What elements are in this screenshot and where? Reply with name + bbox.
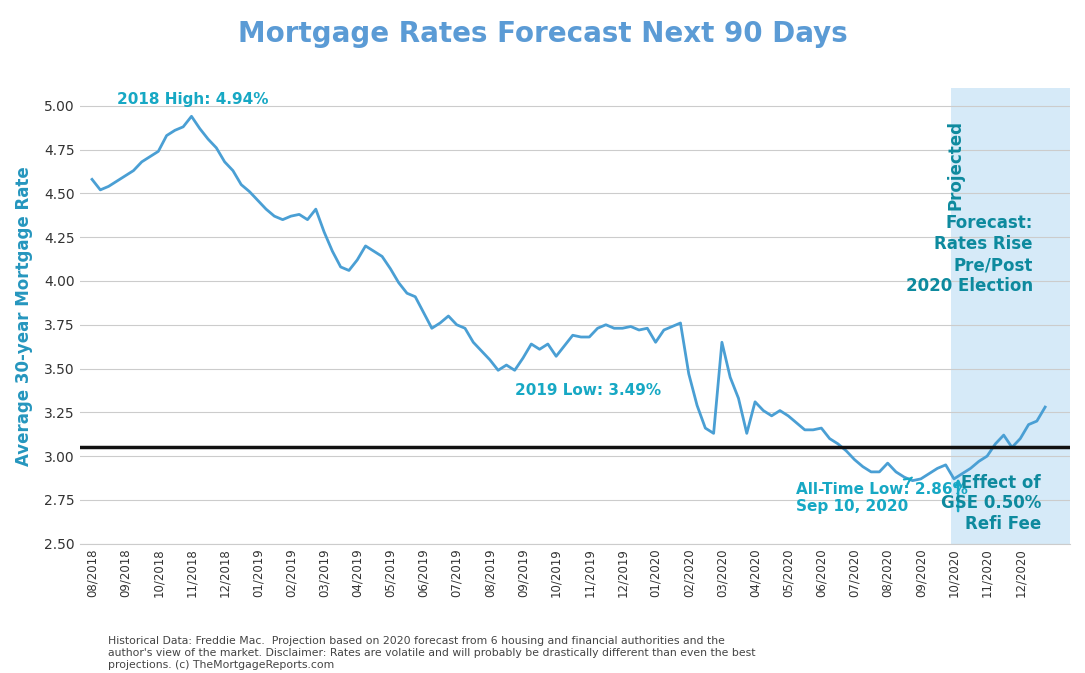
Text: Historical Data: Freddie Mac.  Projection based on 2020 forecast from 6 housing : Historical Data: Freddie Mac. Projection… [108, 637, 756, 670]
Text: All-Time Low: 2.86%
Sep 10, 2020: All-Time Low: 2.86% Sep 10, 2020 [796, 478, 969, 514]
Text: Effect of
GSE 0.50%
Refi Fee: Effect of GSE 0.50% Refi Fee [941, 474, 1041, 533]
Text: Mortgage Rates Forecast Next 90 Days: Mortgage Rates Forecast Next 90 Days [238, 20, 847, 48]
Y-axis label: Average 30-year Mortgage Rate: Average 30-year Mortgage Rate [15, 166, 33, 466]
Text: Forecast:
Rates Rise
Pre/Post
2020 Election: Forecast: Rates Rise Pre/Post 2020 Elect… [906, 215, 1033, 295]
Bar [952, 88, 1070, 544]
Text: Projected: Projected [946, 120, 965, 210]
Text: 2018 High: 4.94%: 2018 High: 4.94% [117, 92, 268, 107]
Text: 2019 Low: 3.49%: 2019 Low: 3.49% [514, 383, 661, 398]
